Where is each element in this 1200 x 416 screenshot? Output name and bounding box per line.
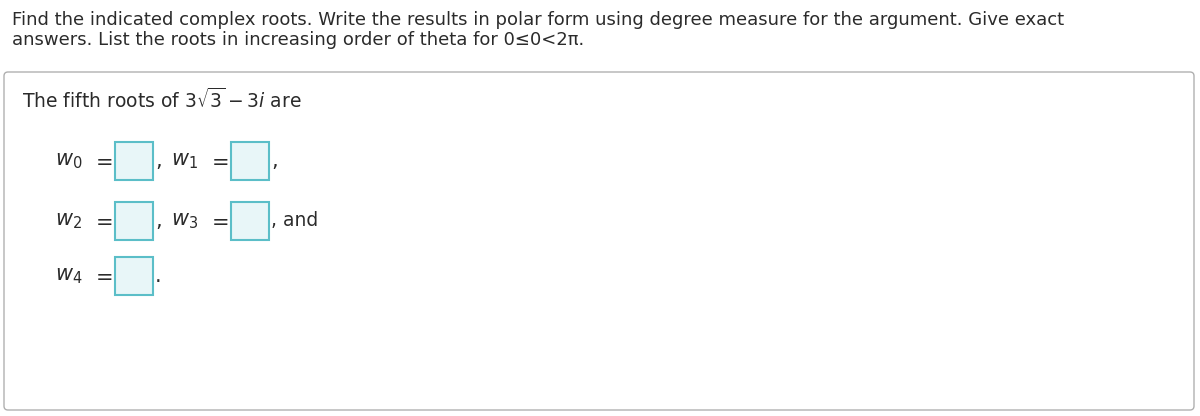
- Text: $w_{1}$: $w_{1}$: [172, 151, 198, 171]
- Text: $w_{4}$: $w_{4}$: [55, 266, 83, 286]
- FancyBboxPatch shape: [4, 72, 1194, 410]
- FancyBboxPatch shape: [115, 202, 154, 240]
- Text: ,: ,: [271, 151, 277, 171]
- Text: $w_{0}$: $w_{0}$: [55, 151, 83, 171]
- Text: $=$: $=$: [91, 211, 113, 231]
- Text: ,: ,: [155, 211, 162, 231]
- Text: $=$: $=$: [208, 211, 228, 231]
- Text: ,: ,: [155, 151, 162, 171]
- Text: $=$: $=$: [208, 151, 228, 171]
- FancyBboxPatch shape: [230, 202, 269, 240]
- Text: $w_{2}$: $w_{2}$: [55, 211, 82, 231]
- FancyBboxPatch shape: [115, 142, 154, 180]
- Text: , and: , and: [271, 211, 318, 230]
- Text: The fifth roots of $3\sqrt{3} - 3i$ are: The fifth roots of $3\sqrt{3} - 3i$ are: [22, 88, 301, 112]
- Text: $=$: $=$: [91, 151, 113, 171]
- FancyBboxPatch shape: [115, 257, 154, 295]
- Text: $w_{3}$: $w_{3}$: [172, 211, 198, 231]
- Text: Find the indicated complex roots. Write the results in polar form using degree m: Find the indicated complex roots. Write …: [12, 11, 1064, 29]
- FancyBboxPatch shape: [230, 142, 269, 180]
- Text: answers. List the roots in increasing order of theta for 0≤0<2π.: answers. List the roots in increasing or…: [12, 31, 584, 49]
- Text: $=$: $=$: [91, 266, 113, 286]
- Text: .: .: [155, 266, 162, 286]
